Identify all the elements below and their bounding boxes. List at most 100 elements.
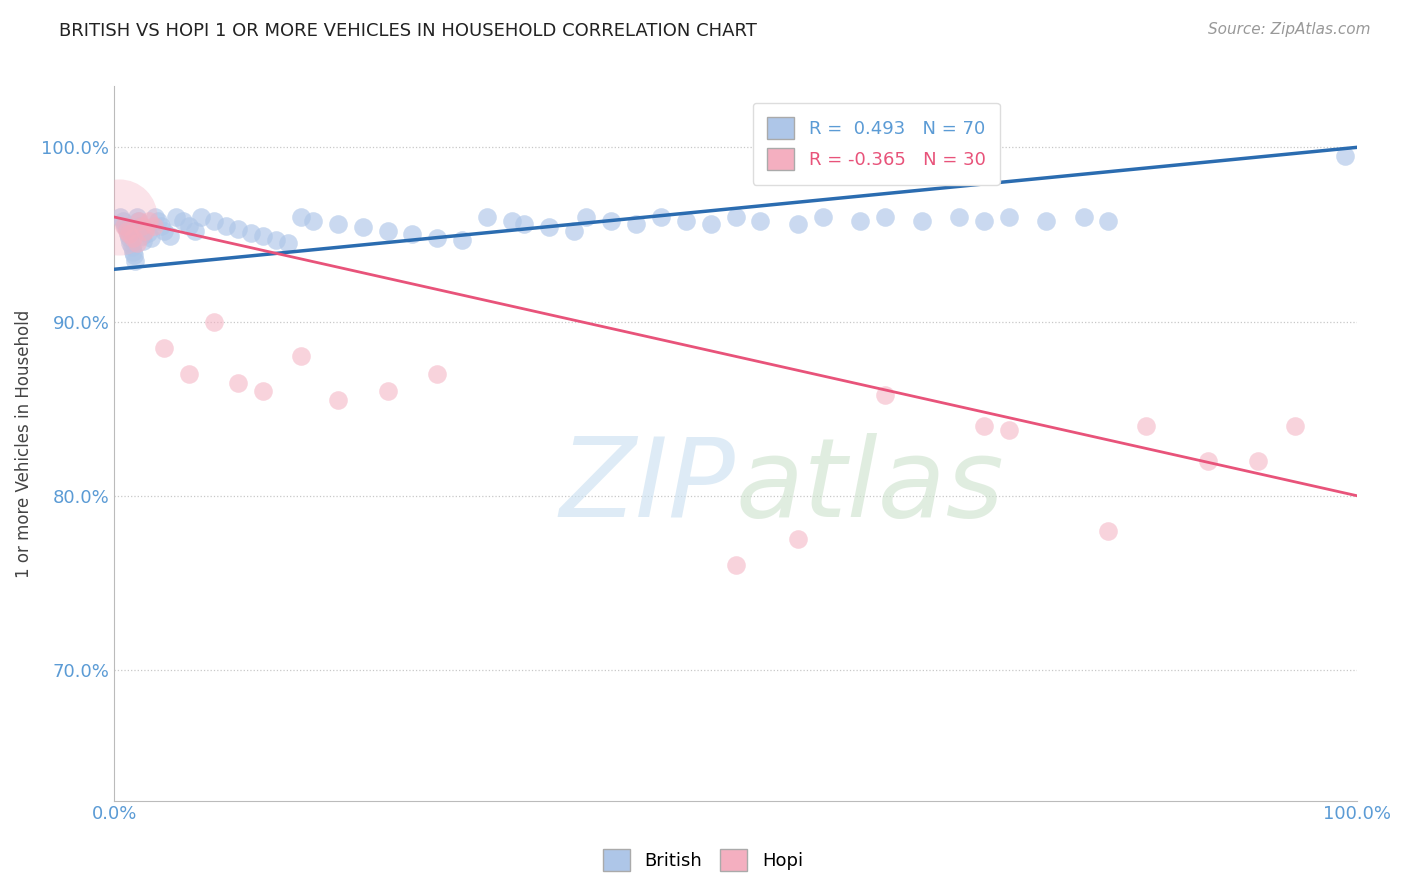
Point: [228, 222, 250, 236]
Point: [143, 210, 166, 224]
Y-axis label: 1 or more Vehicles in Household: 1 or more Vehicles in Household: [15, 310, 32, 578]
Point: [1097, 524, 1119, 538]
Point: [202, 314, 225, 328]
Point: [426, 367, 449, 381]
Point: [650, 210, 672, 224]
Point: [252, 229, 274, 244]
Point: [1284, 419, 1306, 434]
Point: [138, 213, 160, 227]
Point: [215, 219, 238, 233]
Point: [153, 224, 176, 238]
Point: [190, 210, 212, 224]
Point: [277, 236, 299, 251]
Point: [948, 210, 970, 224]
Point: [973, 213, 995, 227]
Point: [786, 533, 808, 547]
Point: [377, 384, 399, 399]
Point: [124, 253, 146, 268]
Point: [117, 227, 139, 242]
Text: BRITISH VS HOPI 1 OR MORE VEHICLES IN HOUSEHOLD CORRELATION CHART: BRITISH VS HOPI 1 OR MORE VEHICLES IN HO…: [59, 22, 756, 40]
Text: ZIP: ZIP: [560, 433, 735, 540]
Point: [114, 219, 136, 233]
Point: [159, 229, 181, 244]
Point: [998, 210, 1021, 224]
Point: [675, 213, 697, 227]
Point: [1135, 419, 1157, 434]
Point: [1333, 149, 1355, 163]
Point: [600, 213, 623, 227]
Point: [377, 224, 399, 238]
Point: [128, 213, 150, 227]
Point: [786, 217, 808, 231]
Point: [115, 224, 138, 238]
Point: [562, 224, 585, 238]
Point: [290, 210, 312, 224]
Point: [302, 213, 325, 227]
Point: [401, 227, 423, 242]
Point: [1035, 213, 1057, 227]
Point: [575, 210, 598, 224]
Text: atlas: atlas: [735, 433, 1004, 540]
Point: [128, 219, 150, 233]
Point: [998, 423, 1021, 437]
Point: [911, 213, 934, 227]
Point: [811, 210, 834, 224]
Point: [228, 376, 250, 390]
Point: [352, 220, 374, 235]
Point: [501, 213, 523, 227]
Point: [134, 222, 156, 236]
Point: [326, 217, 349, 231]
Point: [624, 217, 647, 231]
Point: [136, 226, 159, 240]
Point: [125, 236, 148, 251]
Point: [426, 231, 449, 245]
Point: [1097, 213, 1119, 227]
Point: [184, 224, 207, 238]
Point: [115, 222, 138, 236]
Point: [873, 210, 896, 224]
Point: [177, 367, 200, 381]
Point: [121, 239, 143, 253]
Point: [125, 210, 148, 224]
Point: [153, 341, 176, 355]
Point: [264, 233, 287, 247]
Point: [122, 248, 145, 262]
Point: [513, 217, 536, 231]
Point: [1197, 454, 1219, 468]
Point: [326, 392, 349, 407]
Point: [451, 233, 474, 247]
Point: [873, 388, 896, 402]
Point: [134, 224, 156, 238]
Legend: British, Hopi: British, Hopi: [596, 842, 810, 879]
Point: [111, 213, 134, 227]
Point: [118, 227, 141, 242]
Point: [252, 384, 274, 399]
Point: [131, 219, 153, 233]
Point: [129, 224, 152, 238]
Legend: R =  0.493   N = 70, R = -0.365   N = 30: R = 0.493 N = 70, R = -0.365 N = 30: [752, 103, 1000, 185]
Point: [538, 220, 561, 235]
Point: [131, 229, 153, 244]
Point: [132, 235, 155, 249]
Point: [1246, 454, 1268, 468]
Point: [239, 226, 262, 240]
Point: [724, 558, 747, 573]
Point: [121, 231, 143, 245]
Point: [849, 213, 872, 227]
Point: [202, 213, 225, 227]
Point: [749, 213, 772, 227]
Point: [141, 231, 163, 245]
Point: [172, 213, 194, 227]
Point: [290, 350, 312, 364]
Point: [146, 213, 169, 227]
Point: [112, 219, 135, 233]
Point: [110, 210, 132, 224]
Point: [143, 219, 166, 233]
Point: [150, 219, 173, 233]
Text: Source: ZipAtlas.com: Source: ZipAtlas.com: [1208, 22, 1371, 37]
Point: [121, 244, 143, 259]
Point: [475, 210, 498, 224]
Point: [118, 231, 141, 245]
Point: [177, 219, 200, 233]
Point: [1073, 210, 1095, 224]
